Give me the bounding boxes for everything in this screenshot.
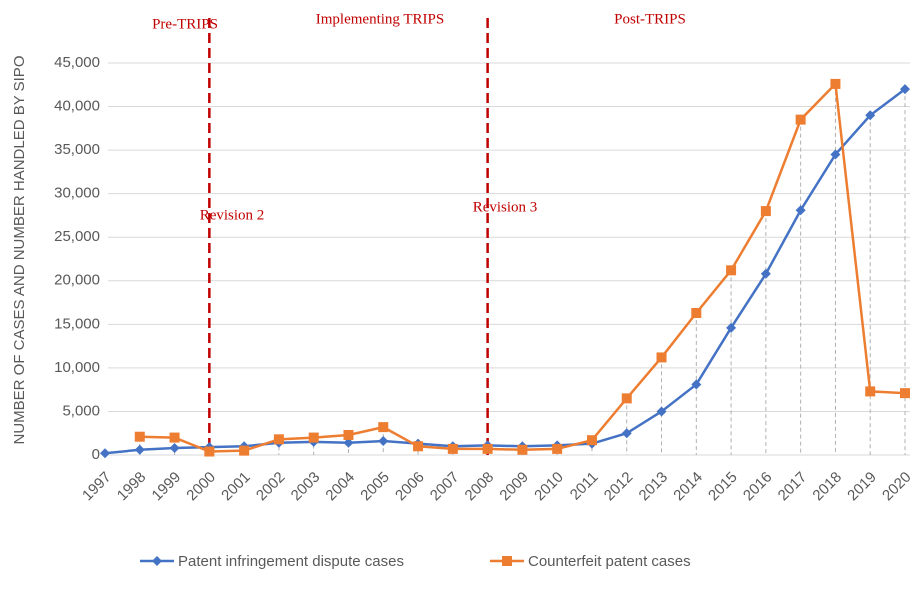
point — [621, 428, 632, 439]
x-tick-label: 2017 — [775, 469, 811, 505]
point — [378, 436, 389, 447]
point — [900, 84, 910, 95]
point — [169, 443, 180, 454]
point — [691, 308, 702, 319]
y-tick-label: 40,000 — [54, 98, 100, 115]
point — [378, 422, 389, 433]
x-tick-label: 2009 — [496, 469, 532, 505]
y-tick-label: 30,000 — [54, 185, 100, 202]
y-tick-label: 5,000 — [62, 402, 100, 419]
point — [273, 434, 284, 445]
x-tick-label: 1998 — [114, 469, 150, 505]
x-tick-label: 2002 — [253, 469, 289, 505]
x-tick-label: 2011 — [567, 469, 602, 504]
x-tick-label: 2000 — [183, 469, 219, 505]
point — [760, 268, 771, 279]
point — [343, 429, 354, 440]
x-tick-label: 2006 — [392, 469, 428, 505]
x-tick-label: 2010 — [531, 469, 567, 505]
point — [447, 443, 458, 454]
annotation: Revision 2 — [200, 207, 265, 223]
point — [169, 432, 180, 443]
annotation: Revision 3 — [473, 199, 538, 215]
point — [760, 206, 771, 217]
point — [100, 448, 110, 459]
point — [134, 431, 145, 442]
x-tick-label: 2012 — [601, 469, 637, 505]
x-tick-label: 2008 — [462, 469, 498, 505]
point — [204, 446, 215, 457]
x-tick-label: 2019 — [844, 469, 880, 505]
point — [413, 441, 424, 452]
point — [308, 432, 319, 443]
annotation: Implementing TRIPS — [316, 11, 444, 27]
point — [865, 386, 876, 397]
point — [865, 110, 876, 121]
y-tick-label: 20,000 — [54, 272, 100, 289]
point — [482, 443, 493, 454]
x-tick-label: 2004 — [322, 469, 358, 505]
annotation: Post-TRIPS — [614, 11, 686, 27]
annotation: Pre-TRIPS — [152, 16, 218, 32]
point — [517, 444, 528, 455]
x-tick-label: 2001 — [218, 469, 254, 505]
point — [656, 406, 667, 417]
point — [239, 445, 250, 456]
point — [134, 444, 145, 455]
y-tick-label: 25,000 — [54, 228, 100, 245]
point — [795, 205, 806, 216]
point — [656, 352, 667, 363]
point — [621, 393, 632, 404]
series-line — [104, 88, 906, 455]
y-axis-label: NUMBER OF CASES AND NUMBER HANDLED BY SI… — [11, 56, 28, 445]
point — [691, 379, 702, 390]
point — [726, 265, 737, 276]
point — [552, 443, 563, 454]
legend-label: Counterfeit patent cases — [528, 553, 691, 570]
point — [343, 437, 354, 448]
point — [586, 435, 597, 446]
x-tick-label: 2003 — [288, 469, 324, 505]
x-tick-label: 2013 — [636, 469, 672, 505]
x-tick-label: 2020 — [879, 469, 915, 505]
x-tick-label: 2005 — [357, 469, 393, 505]
x-tick-label: 2015 — [705, 469, 741, 505]
y-tick-label: 15,000 — [54, 315, 100, 332]
x-tick-label: 1999 — [149, 469, 185, 505]
y-tick-label: 45,000 — [54, 54, 100, 71]
legend-marker — [152, 556, 162, 566]
point — [830, 78, 841, 89]
point — [726, 322, 737, 333]
x-tick-label: 1997 — [79, 469, 115, 505]
point — [795, 114, 806, 125]
y-tick-label: 35,000 — [54, 141, 100, 158]
x-tick-label: 2018 — [809, 469, 845, 505]
y-tick-label: 10,000 — [54, 359, 100, 376]
legend-marker — [502, 556, 512, 566]
point — [830, 149, 841, 160]
x-tick-label: 2014 — [670, 469, 706, 505]
series-line — [139, 81, 906, 453]
legend-label: Patent infringement dispute cases — [178, 553, 404, 570]
x-tick-label: 2016 — [740, 469, 776, 505]
y-tick-label: 0 — [92, 446, 100, 463]
point — [900, 388, 910, 399]
x-tick-label: 2007 — [427, 469, 463, 505]
